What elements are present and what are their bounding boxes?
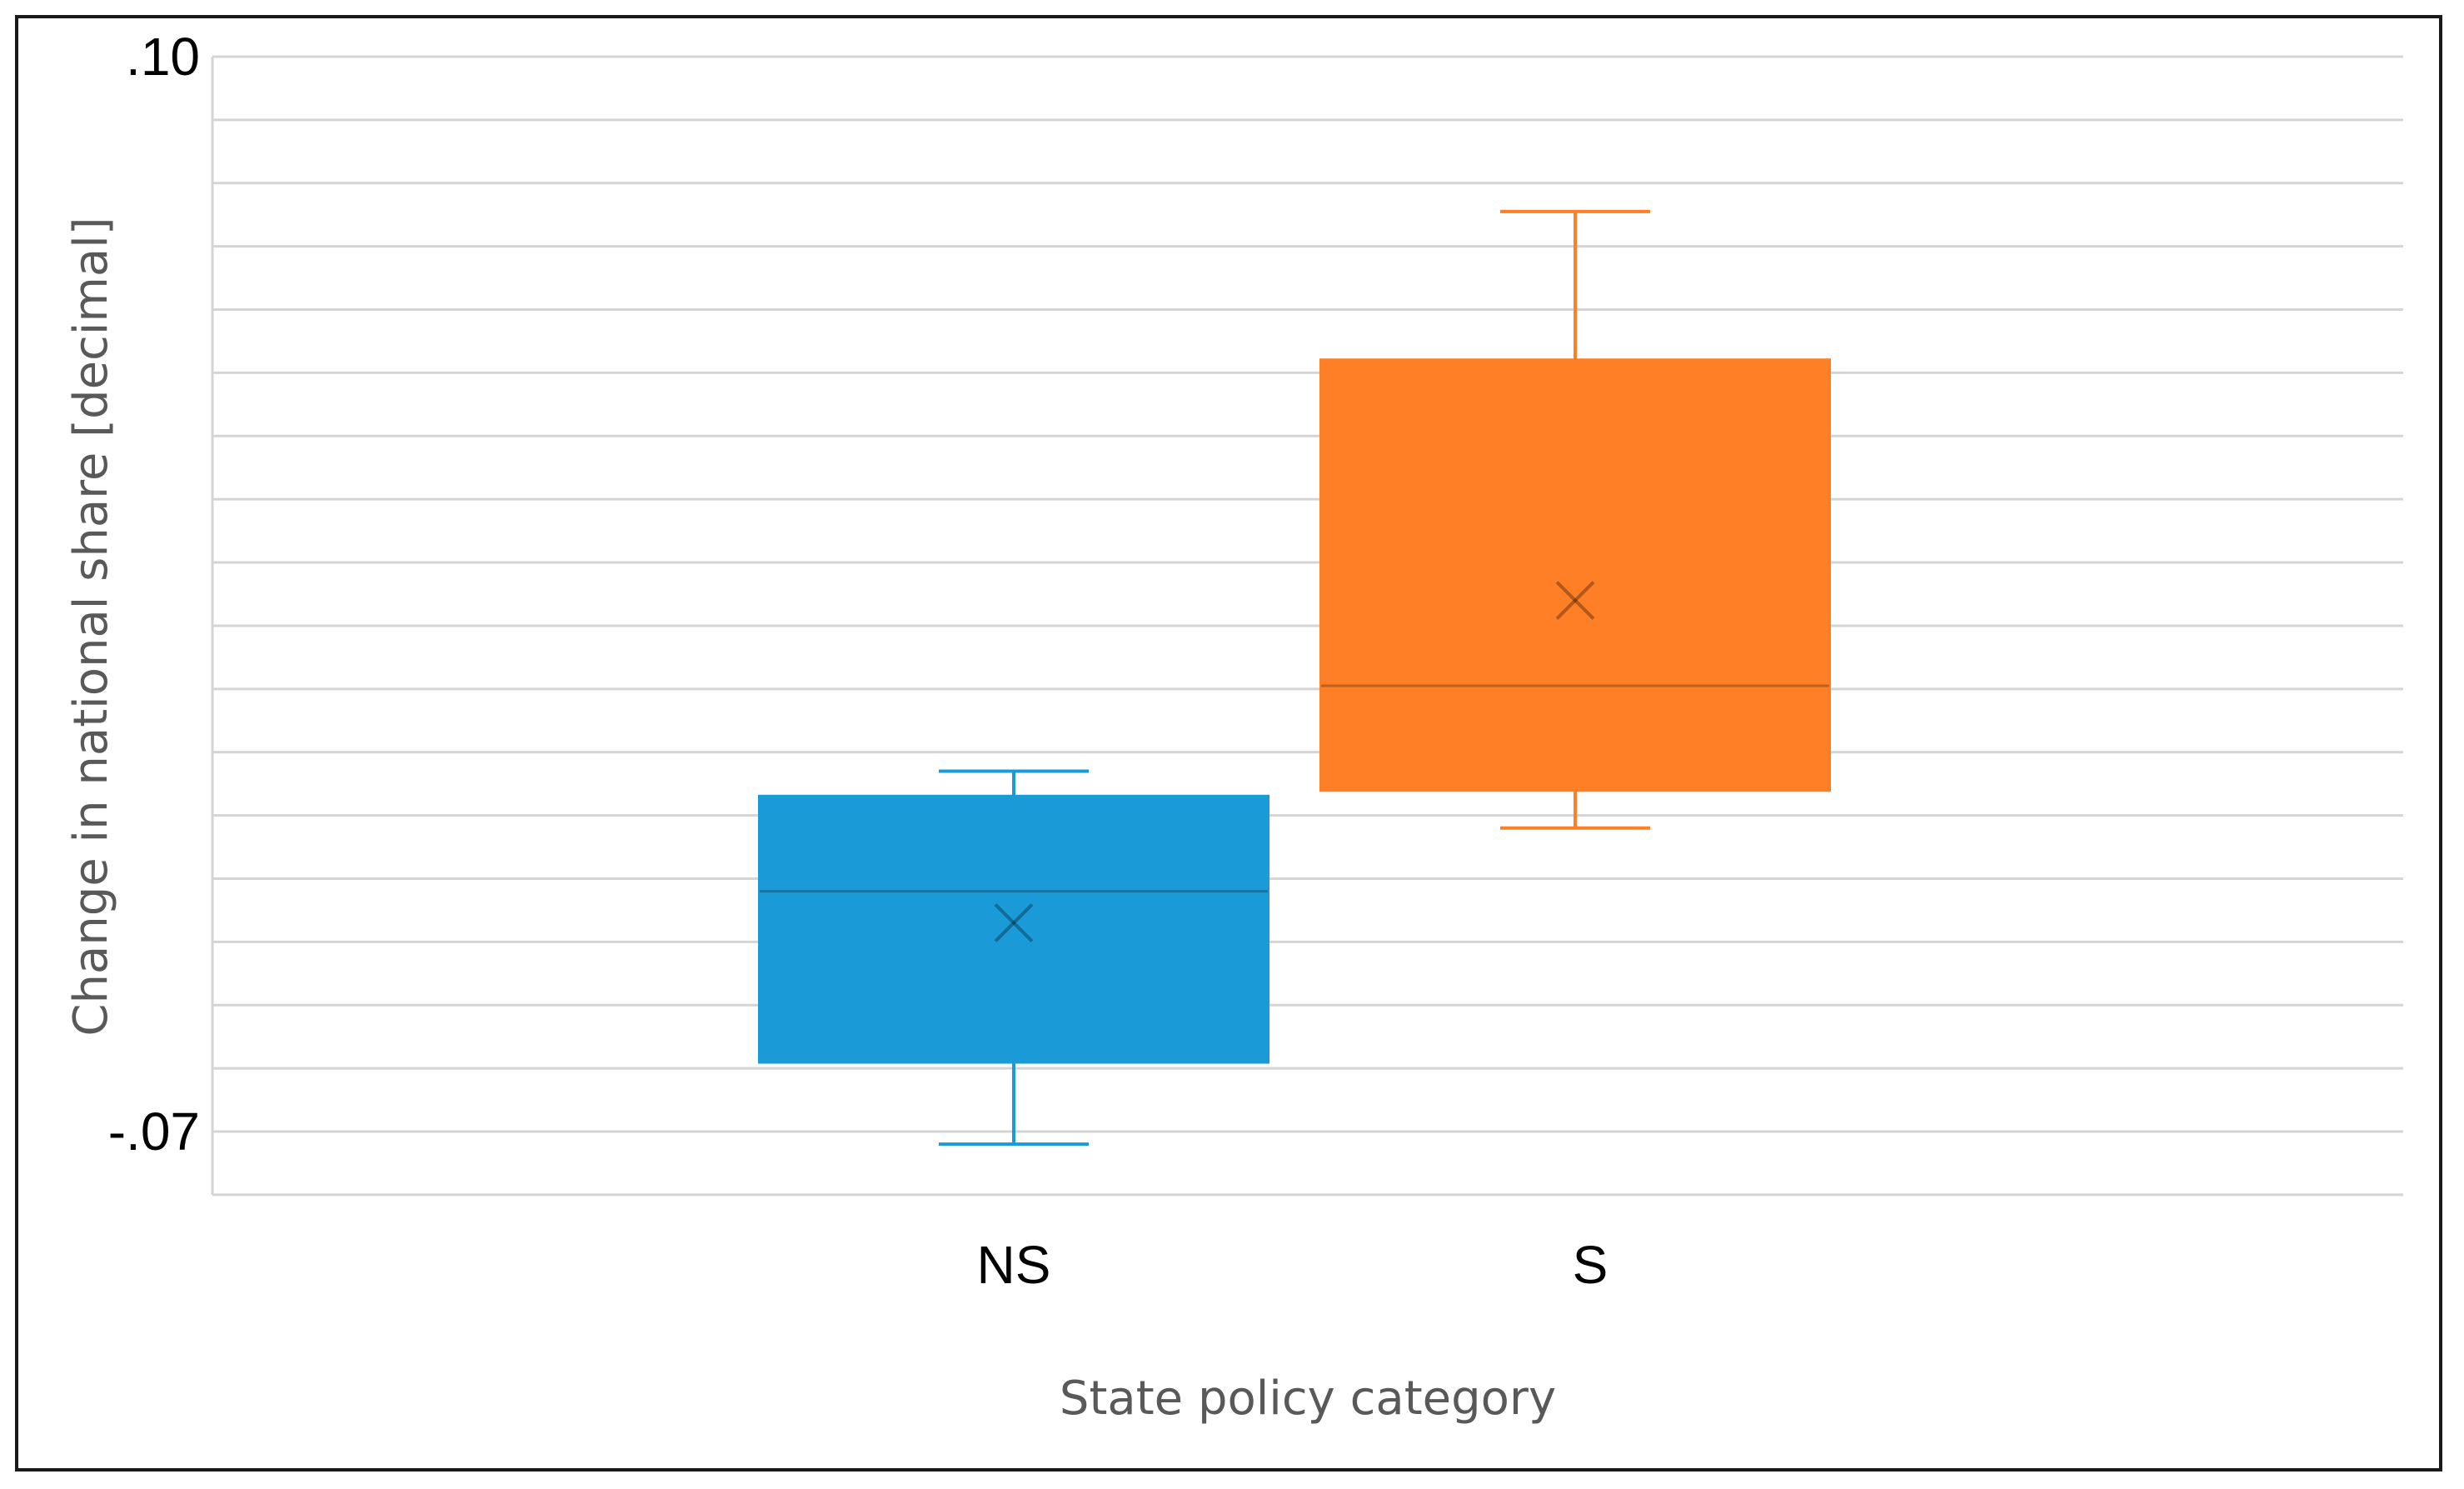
mean-marker-stroke: [1555, 581, 1595, 621]
mean-marker: [994, 903, 1034, 943]
iqr-box: [1319, 358, 1831, 792]
iqr-box: [758, 794, 1269, 1064]
y-axis-title: Change in national share [decimal]: [64, 217, 118, 1036]
x-category-labels: NS S: [977, 1235, 1609, 1295]
mean-marker-stroke: [994, 903, 1034, 943]
box-ns: [758, 769, 1269, 1147]
category-label: S: [1573, 1235, 1609, 1295]
y-tick-label: .10: [126, 27, 200, 87]
mean-marker: [1555, 581, 1595, 621]
chart-frame: [15, 15, 2442, 1472]
x-axis-title: State policy category: [1060, 1372, 1556, 1426]
y-tick-labels: .10 -.07: [108, 27, 200, 1162]
gridlines: [211, 55, 2403, 1197]
mean-marker-stroke: [1555, 581, 1595, 621]
y-tick-label: -.07: [108, 1102, 200, 1162]
category-label: NS: [977, 1235, 1051, 1295]
box-s: [1319, 209, 1831, 830]
box-series: [758, 209, 1831, 1147]
mean-marker-stroke: [994, 903, 1034, 943]
